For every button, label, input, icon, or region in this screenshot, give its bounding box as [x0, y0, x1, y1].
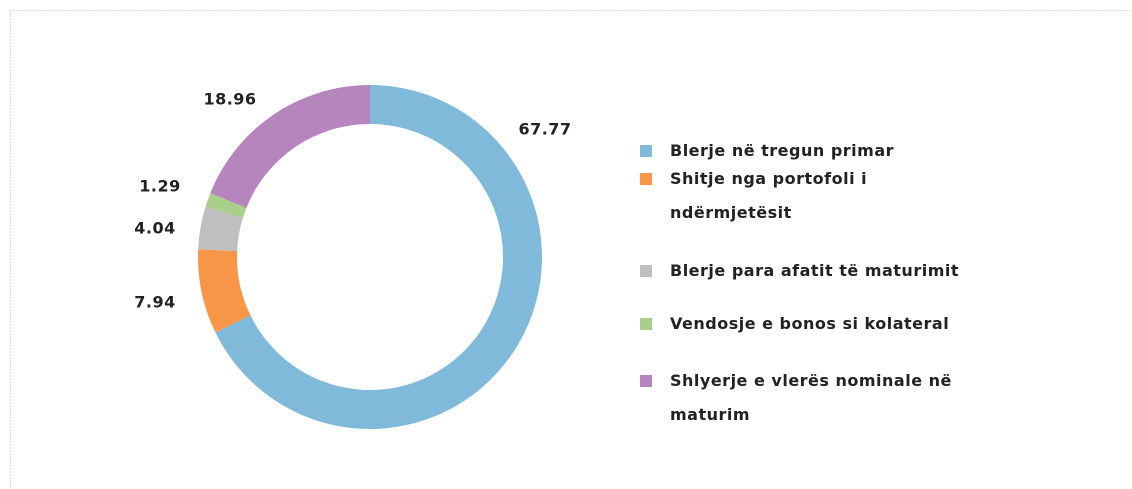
- data-label: 7.94: [134, 293, 175, 312]
- donut-slice: [210, 85, 370, 208]
- legend-item: Vendosje e bonos si kolateral: [640, 307, 1070, 341]
- legend-swatch: [640, 318, 652, 330]
- legend-item: Blerje para afatit të maturimit: [640, 254, 1070, 288]
- legend-swatch: [640, 145, 652, 157]
- legend-label: Blerje në tregun primar: [670, 141, 895, 160]
- data-label: 67.77: [518, 120, 571, 139]
- donut-slice: [205, 193, 247, 218]
- legend-item: Shitje nga portofoli i ndërmjetësit: [640, 162, 930, 230]
- legend-item: Shlyerje e vlerës nominale në maturim: [640, 364, 990, 432]
- donut-slice: [198, 206, 243, 252]
- legend-label: Shlyerje e vlerës nominale në maturim: [670, 371, 952, 424]
- data-label: 18.96: [203, 90, 256, 109]
- legend-label: Blerje para afatit të maturimit: [670, 261, 959, 280]
- legend-item: Blerje në tregun primar: [640, 134, 1070, 168]
- legend-label: Vendosje e bonos si kolateral: [670, 314, 950, 333]
- data-label: 1.29: [139, 177, 180, 196]
- legend-swatch: [640, 173, 652, 185]
- frame: [10, 10, 1132, 489]
- data-label: 4.04: [134, 219, 175, 238]
- legend-swatch: [640, 265, 652, 277]
- legend-label: Shitje nga portofoli i ndërmjetësit: [670, 169, 868, 222]
- legend-swatch: [640, 375, 652, 387]
- donut-slice: [198, 249, 251, 333]
